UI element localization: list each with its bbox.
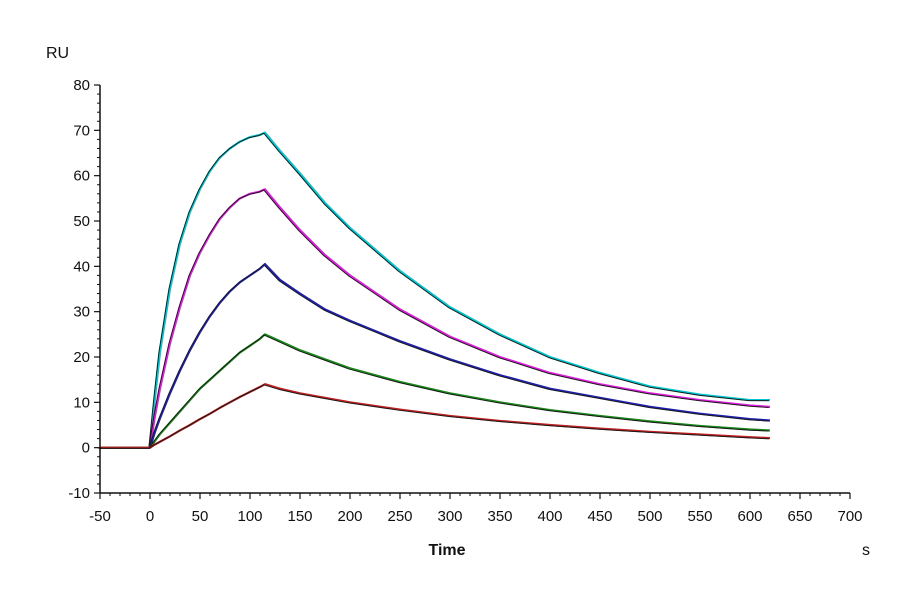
y-tick-label: -10 xyxy=(68,485,90,502)
y-tick-label: 80 xyxy=(73,77,90,94)
series-line-1 xyxy=(100,131,770,449)
x-tick-label: 600 xyxy=(737,508,762,525)
x-axis-title: Time xyxy=(428,542,465,559)
x-tick-label: 200 xyxy=(337,508,362,525)
x-tick-label: 450 xyxy=(587,508,612,525)
series-line-3 xyxy=(100,262,771,449)
fit-line-3 xyxy=(98,264,769,449)
fit-line-5 xyxy=(98,384,769,449)
x-tick-label: 150 xyxy=(287,508,312,525)
x-tick-label: -50 xyxy=(89,508,111,525)
x-tick-label: 300 xyxy=(437,508,462,525)
axes-layer xyxy=(99,85,850,494)
y-tick-label: 0 xyxy=(82,440,90,457)
fit-line-4 xyxy=(98,334,769,449)
x-tick-label: 550 xyxy=(687,508,712,525)
y-tick-label: 70 xyxy=(73,122,90,139)
y-tick-label: 20 xyxy=(73,349,90,366)
series-line-5 xyxy=(100,383,771,449)
y-tick-label: 50 xyxy=(73,213,90,230)
x-tick-label: 350 xyxy=(487,508,512,525)
x-tick-label: 650 xyxy=(787,508,812,525)
x-tick-label: 250 xyxy=(387,508,412,525)
x-tick-label: 100 xyxy=(237,508,262,525)
fit-line-1 xyxy=(98,132,769,449)
x-tick-label: 0 xyxy=(146,508,154,525)
ticks-layer: -10 0 10 20 30 40 50 60 70 80 -50 0 50 100 150 200 250 30… xyxy=(68,77,862,525)
fit-line-2 xyxy=(98,189,769,449)
x-tick-label: 50 xyxy=(192,508,209,525)
y-tick-label: 40 xyxy=(73,258,90,275)
x-tick-label: 700 xyxy=(837,508,862,525)
x-tick-label: 400 xyxy=(537,508,562,525)
y-tick-label: 60 xyxy=(73,168,90,185)
y-tick-label: 10 xyxy=(73,394,90,411)
y-tick-label: 30 xyxy=(73,304,90,321)
series-layer xyxy=(98,131,771,449)
x-axis-unit: s xyxy=(862,542,870,559)
x-tick-label: 500 xyxy=(637,508,662,525)
y-axis-label: RU xyxy=(46,45,69,62)
